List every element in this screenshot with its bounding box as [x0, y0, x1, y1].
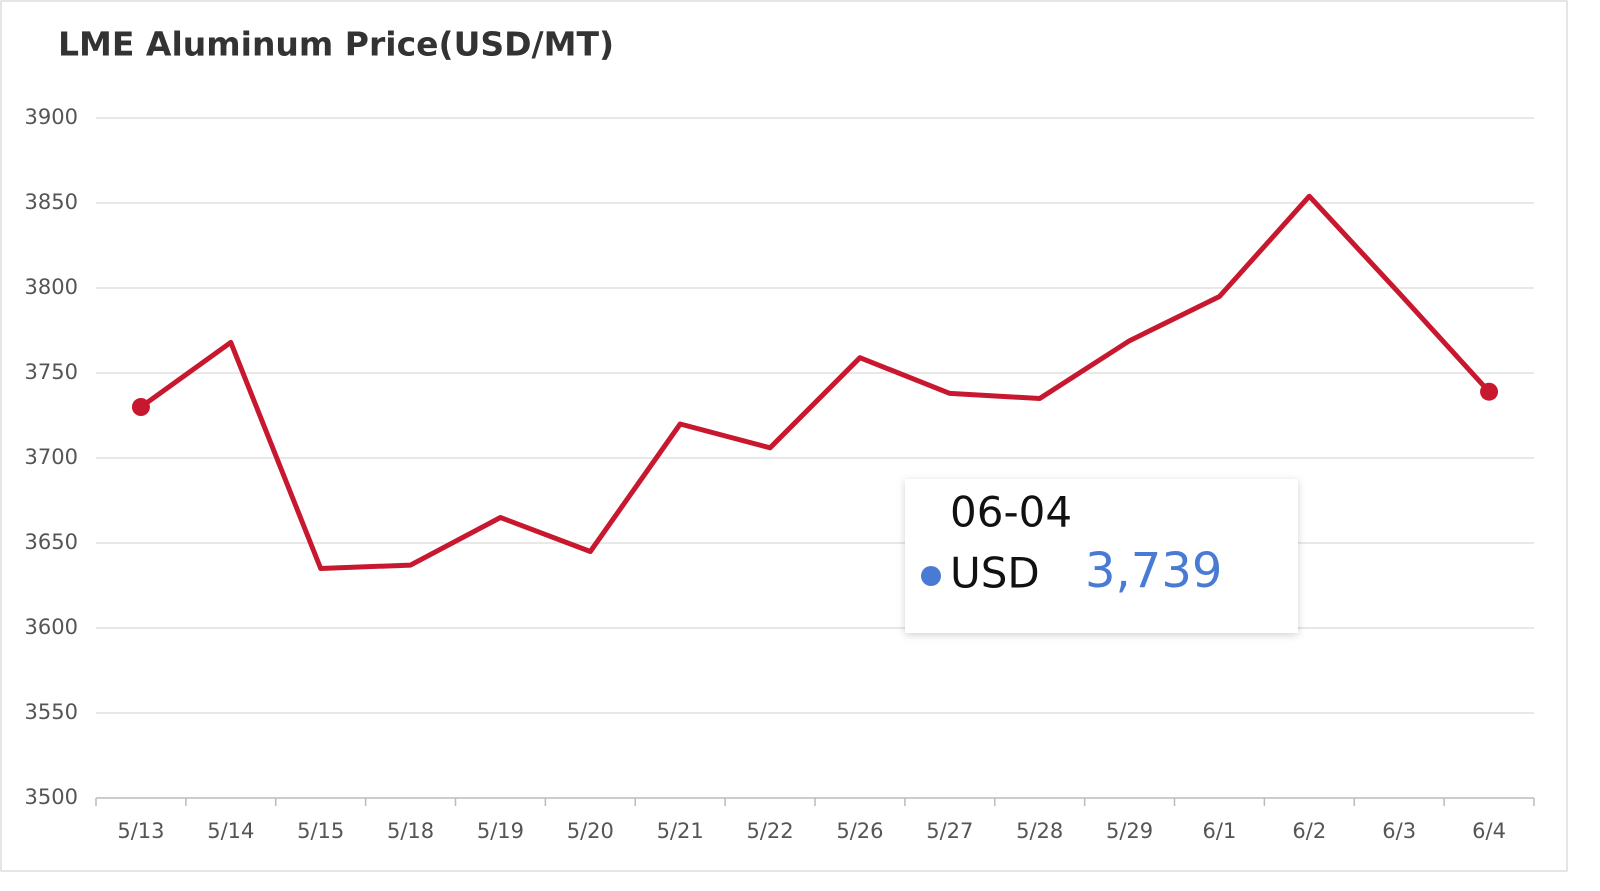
y-tick-label: 3900	[25, 105, 78, 129]
y-tick-label: 3750	[25, 360, 78, 384]
y-tick-label: 3850	[25, 190, 78, 214]
chart-title: LME Aluminum Price(USD/MT)	[58, 25, 614, 64]
y-tick-label: 3650	[25, 530, 78, 554]
x-tick-label: 6/1	[1203, 819, 1237, 843]
x-tick-label: 5/15	[297, 819, 344, 843]
tooltip-value: 3,739	[1085, 543, 1222, 599]
x-tick-label: 5/13	[117, 819, 164, 843]
x-tick-label: 6/2	[1292, 819, 1326, 843]
tooltip-label: 06-04	[950, 488, 1072, 537]
tooltip-name: USD	[950, 549, 1040, 598]
x-tick-label: 5/18	[387, 819, 434, 843]
x-tick-label: 5/19	[477, 819, 524, 843]
y-tick-label: 3800	[25, 275, 78, 299]
x-tick-label: 5/28	[1016, 819, 1063, 843]
y-tick-label: 3600	[25, 615, 78, 639]
line	[139, 193, 1491, 571]
x-tick-label: 5/22	[746, 819, 793, 843]
y-tick-label: 3500	[25, 785, 78, 809]
x-tick-label: 5/27	[926, 819, 973, 843]
x-tick-label: 6/4	[1472, 819, 1506, 843]
x-tick-label: 5/14	[207, 819, 254, 843]
y-tick-label: 3700	[25, 445, 78, 469]
x-tick-label: 5/26	[836, 819, 883, 843]
end-point	[131, 398, 150, 416]
end-point	[1480, 382, 1499, 401]
tooltip: 06-04 USD 3,739	[905, 479, 1298, 633]
tooltip-dot	[921, 566, 941, 586]
x-tick-label: 6/3	[1382, 819, 1416, 843]
x-tick-label: 5/20	[567, 819, 614, 843]
tooltip-box	[905, 479, 1298, 633]
x-tick-label: 5/21	[657, 819, 704, 843]
y-tick-label: 3550	[25, 700, 78, 724]
x-tick-label: 5/29	[1106, 819, 1153, 843]
